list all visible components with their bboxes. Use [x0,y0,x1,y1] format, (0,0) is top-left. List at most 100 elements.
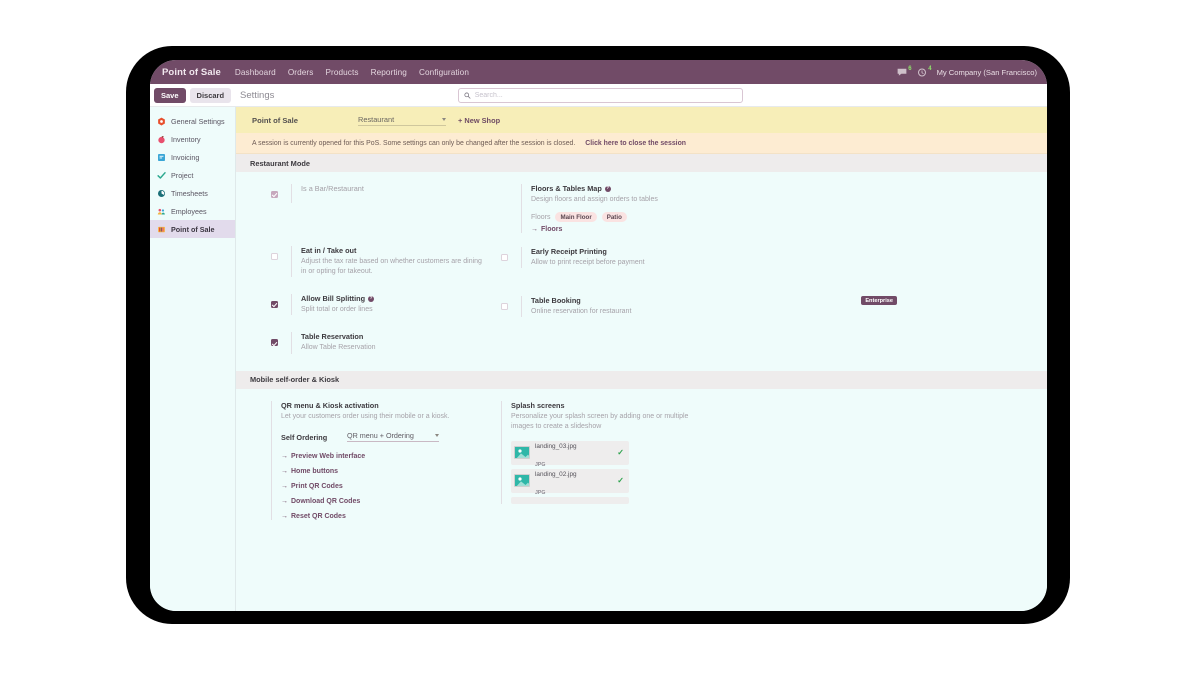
checkbox-wrap[interactable] [501,296,521,317]
self-ordering-value: QR menu + Ordering [347,430,414,440]
company-menu[interactable]: My Company (San Francisco) [936,67,1037,77]
kiosk-left-column: QR menu & Kiosk activation Let your cust… [236,400,489,520]
clock-activity-icon [917,68,926,76]
section-title: Restaurant Mode [250,158,310,168]
link-label: Download QR Codes [291,497,361,505]
pos-selector-band: Point of Sale Restaurant + New Shop [236,107,1047,133]
table-booking-checkbox[interactable] [501,303,508,311]
sidebar-item-project[interactable]: Project [150,166,235,184]
checkbox-wrap[interactable] [501,247,521,268]
list-item[interactable]: landing_02.jpg JPG ✓ [511,468,629,496]
setting-allow-bill-splitting[interactable]: Allow Bill Splitting ? Split total or or… [271,294,489,316]
link-label: Preview Web interface [291,452,366,460]
search-input[interactable] [474,92,737,99]
file-type: JPG [535,489,546,496]
inventory-icon [158,135,165,143]
sidebar-item-employees[interactable]: Employees [150,202,235,220]
floor-tag-main-floor[interactable]: Main Floor [555,212,597,223]
nav-item-dashboard[interactable]: Dashboard [234,67,276,77]
pos-band-label: Point of Sale [252,115,298,125]
checkbox-wrap[interactable] [271,332,291,353]
setting-title-row: Floors & Tables Map ? [531,184,1047,193]
splash-screens-description: Personalize your splash screen by adding… [511,412,689,430]
home-buttons-link[interactable]: → Home buttons [281,468,489,475]
is-bar-restaurant-checkbox[interactable] [271,191,278,198]
restaurant-left-column: Is a Bar/Restaurant Eat in / Take out Ad… [236,184,489,371]
splash-screens-block: Splash screens Personalize your splash s… [501,400,1047,504]
nav-item-products[interactable]: Products [325,67,359,77]
reset-qr-codes-link[interactable]: → Reset QR Codes [281,513,489,520]
arrow-right-icon: → [281,512,288,520]
close-session-link[interactable]: Click here to close the session [585,139,686,147]
link-label: Reset QR Codes [291,512,346,520]
setting-table-reservation[interactable]: Table Reservation Allow Table Reservatio… [271,332,489,354]
setting-eat-in-take-out[interactable]: Eat in / Take out Adjust the tax rate ba… [271,246,489,278]
file-meta: landing_03.jpg JPG [530,435,617,471]
messages-button[interactable]: 6 [897,66,912,77]
setting-is-bar-restaurant[interactable]: Is a Bar/Restaurant [271,184,489,203]
arrow-right-icon: → [531,226,538,234]
setting-table-booking[interactable]: Table Booking Online reservation for res… [501,296,1047,318]
search-box[interactable] [458,88,743,103]
setting-title: Is a Bar/Restaurant [301,184,364,193]
discard-button[interactable]: Discard [189,87,232,103]
qr-menu-description: Let your customers order using their mob… [281,412,450,420]
checkbox-wrap[interactable] [271,184,291,203]
navbar-right-cluster: 6 4 My Company (San Francisco) [897,60,1037,84]
sidebar-item-general-settings[interactable]: General Settings [150,112,235,130]
setting-title: Table Booking [531,296,581,306]
floors-link[interactable]: → Floors [531,226,1047,233]
setting-title-row: Allow Bill Splitting ? [301,294,489,303]
sidebar-item-inventory[interactable]: Inventory [150,130,235,148]
nav-item-reporting[interactable]: Reporting [370,67,407,77]
activities-badge: 4 [928,65,932,72]
floors-tag-row: Floors Main Floor Patio [531,212,1047,223]
early-receipt-printing-checkbox[interactable] [501,254,508,262]
sidebar-item-timesheets[interactable]: Timesheets [150,184,235,202]
nav-item-configuration[interactable]: Configuration [418,67,469,77]
list-item[interactable]: landing_03.jpg JPG ✓ [511,440,629,468]
new-shop-button[interactable]: + New Shop [458,115,501,125]
floor-tag-patio[interactable]: Patio [601,212,627,223]
sidebar-label: Inventory [171,134,201,144]
download-qr-codes-link[interactable]: → Download QR Codes [281,498,489,505]
checkbox-wrap[interactable] [271,246,291,277]
eat-in-take-out-checkbox[interactable] [271,253,278,260]
shop-select[interactable]: Restaurant [358,115,446,126]
activities-button[interactable]: 4 [917,66,932,77]
setting-title: Floors & Tables Map [531,184,602,193]
allow-bill-splitting-checkbox[interactable] [271,301,278,309]
section-header-restaurant-mode: Restaurant Mode [236,154,1047,172]
help-icon[interactable]: ? [368,295,375,302]
print-qr-codes-link[interactable]: → Print QR Codes [281,483,489,490]
list-item-partial[interactable] [511,496,629,504]
preview-web-interface-link[interactable]: → Preview Web interface [281,453,489,460]
session-banner: A session is currently opened for this P… [236,133,1047,154]
checkbox-wrap[interactable] [271,294,291,315]
self-ordering-select[interactable]: QR menu + Ordering [347,431,439,442]
qr-action-links: → Preview Web interface → Home buttons →… [281,449,489,520]
check-icon: ✓ [617,476,624,486]
file-type: JPG [535,461,546,468]
nav-item-orders[interactable]: Orders [287,67,314,77]
setting-description: Online reservation for restaurant [531,308,632,316]
chevron-down-icon [435,433,439,437]
sidebar-item-invoicing[interactable]: Invoicing [150,148,235,166]
image-thumbnail-icon [514,474,530,488]
point-of-sale-icon [158,226,165,232]
sidebar-label: Project [171,170,194,180]
help-icon[interactable]: ? [604,185,611,192]
timesheets-clock-icon [158,189,165,197]
invoicing-icon [158,153,165,161]
setting-early-receipt-printing[interactable]: Early Receipt Printing Allow to print re… [501,247,1047,269]
save-button[interactable]: Save [154,87,186,103]
sidebar-label: Employees [171,206,207,216]
sidebar-label: Timesheets [171,188,208,198]
setting-title: Allow Bill Splitting [301,294,366,304]
table-reservation-checkbox[interactable] [271,339,278,347]
sidebar-item-point-of-sale[interactable]: Point of Sale [150,220,235,238]
section-title: Mobile self-order & Kiosk [250,375,340,385]
app-brand[interactable]: Point of Sale [162,66,221,78]
checkbox-wrap-empty [501,184,521,233]
settings-content: Point of Sale Restaurant + New Shop A se… [236,107,1047,611]
